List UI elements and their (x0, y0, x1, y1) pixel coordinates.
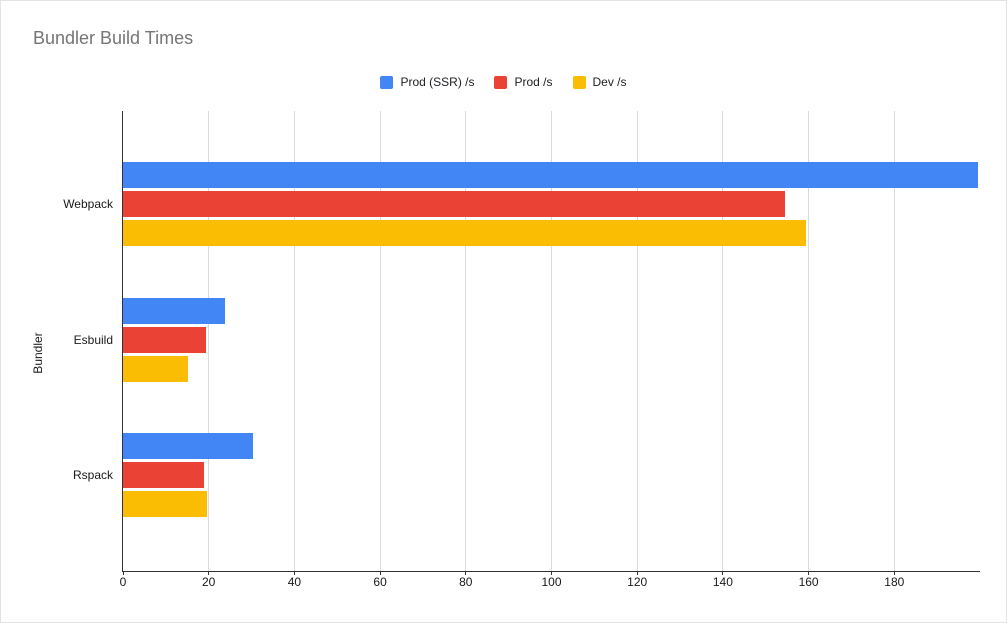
bar-rspack-prod-ssr-s[interactable] (123, 433, 253, 459)
legend-item-prod-s[interactable]: Prod /s (494, 75, 553, 89)
bar-rspack-dev-s[interactable] (123, 491, 207, 517)
x-tick-label-160: 160 (798, 575, 819, 589)
plot-area (122, 111, 980, 575)
x-tick-label-0: 0 (119, 575, 127, 589)
gridline-x-140 (722, 111, 724, 571)
legend-swatch-prod-s (494, 75, 508, 89)
x-tick-label-180: 180 (884, 575, 905, 589)
bar-esbuild-dev-s[interactable] (123, 355, 189, 382)
bar-esbuild-prod-s[interactable] (123, 326, 207, 353)
x-tickmark-120 (636, 571, 638, 575)
x-tick-label-60: 60 (373, 575, 387, 589)
chart-legend: Prod (SSR) /s Prod /s Dev /s (1, 75, 1006, 89)
legend-label-dev-s: Dev /s (592, 75, 627, 89)
x-tick-label-120: 120 (627, 575, 648, 589)
gridline-x-160 (808, 111, 810, 571)
bar-esbuild-prod-ssr-s[interactable] (123, 297, 225, 324)
legend-item-dev-s[interactable]: Dev /s (572, 75, 627, 89)
x-tickmark-140 (722, 571, 724, 575)
bar-webpack-prod-ssr-s[interactable] (123, 162, 978, 188)
x-tickmark-180 (893, 571, 895, 575)
x-tickmark-60 (379, 571, 381, 575)
category-label-rspack: Rspack (72, 468, 113, 482)
x-tick-label-20: 20 (202, 575, 216, 589)
bar-webpack-prod-s[interactable] (123, 191, 785, 217)
legend-label-prod-s: Prod /s (514, 75, 553, 89)
legend-item-prod-ssr-s[interactable]: Prod (SSR) /s (380, 75, 474, 89)
legend-label-prod-ssr-s: Prod (SSR) /s (400, 75, 475, 89)
x-tickmark-160 (808, 571, 810, 575)
category-label-esbuild: Esbuild (73, 332, 113, 347)
x-tickmark-20 (208, 571, 210, 575)
legend-swatch-prod-ssr-s (380, 75, 394, 89)
chart-title: Bundler Build Times (33, 28, 194, 48)
gridline-x-60 (379, 111, 381, 571)
gridline-x-120 (636, 111, 638, 571)
bar-rspack-prod-s[interactable] (123, 462, 204, 488)
category-label-webpack: Webpack (63, 197, 113, 211)
x-tickmark-40 (293, 571, 295, 575)
gridline-x-20 (208, 111, 210, 571)
x-tick-label-140: 140 (712, 575, 733, 589)
x-tick-label-40: 40 (287, 575, 302, 589)
x-tickmark-80 (465, 571, 467, 575)
legend-swatch-dev-s (572, 75, 586, 89)
gridline-x-100 (551, 111, 552, 571)
gridline-x-180 (893, 111, 895, 571)
bar-webpack-dev-s[interactable] (123, 220, 806, 246)
gridline-x-40 (293, 111, 295, 571)
gridline-x-80 (465, 111, 467, 571)
x-tickmark-0 (122, 571, 124, 575)
x-tick-label-100: 100 (541, 575, 562, 589)
x-tickmark-100 (551, 571, 552, 575)
x-tick-label-80: 80 (459, 575, 473, 589)
